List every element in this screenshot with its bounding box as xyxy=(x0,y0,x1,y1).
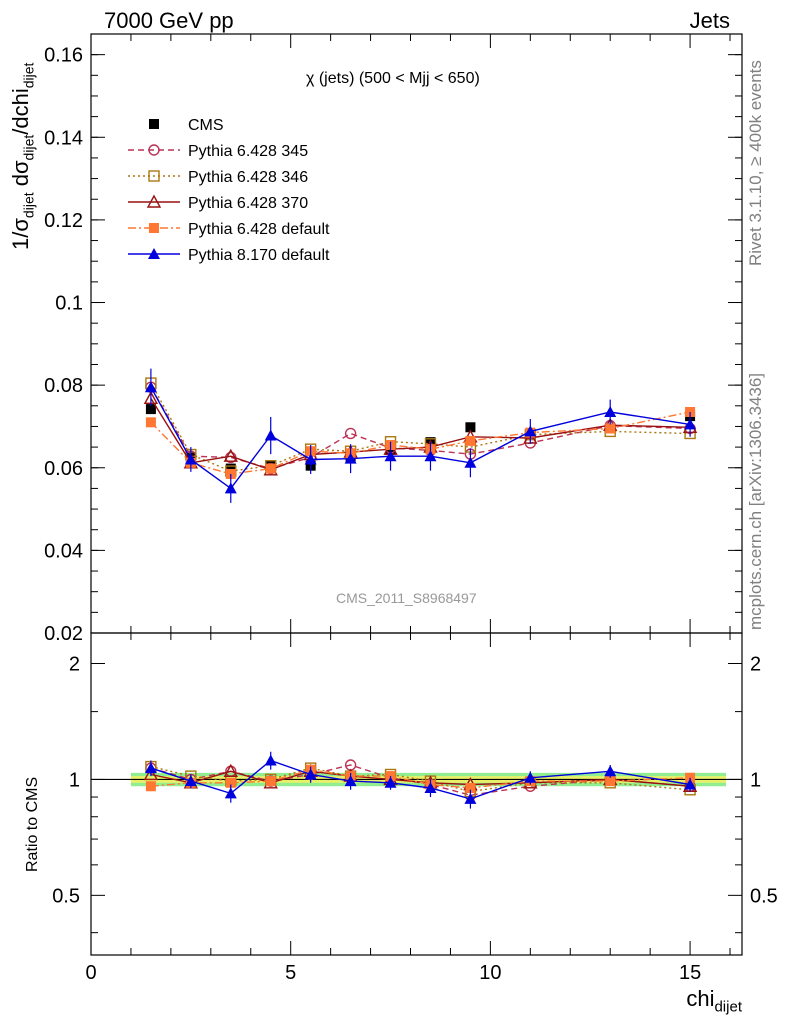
legend-entry-0: CMS xyxy=(149,117,224,134)
ratio-series-2-point xyxy=(143,767,159,781)
legend-entry-1: Pythia 6.428 345 xyxy=(128,143,308,160)
ratio-series-3-point xyxy=(605,776,616,787)
header-left: 7000 GeV pp xyxy=(104,8,234,33)
main-y-tick-label: 0.08 xyxy=(44,375,83,397)
ratio-series-3-point xyxy=(225,777,236,788)
legend-label: Pythia 6.428 346 xyxy=(188,169,308,186)
ratio-series-3-line xyxy=(150,768,691,789)
main-y-tick-label: 0.16 xyxy=(44,45,83,67)
main-series-0-point xyxy=(225,463,236,474)
ratio-series-4-point xyxy=(604,765,617,777)
legend-marker xyxy=(149,119,159,129)
main-series-3-point xyxy=(223,448,238,462)
ratio-series-4-point xyxy=(144,762,157,774)
main-series-4-line xyxy=(150,411,691,475)
ratio-series-3-point xyxy=(145,781,156,792)
legend-marker xyxy=(148,144,160,156)
main-series-5-point xyxy=(144,381,157,393)
ratio-series-4-point xyxy=(464,792,477,804)
main-series-5-point xyxy=(384,450,397,462)
main-y-tick-label: 0.04 xyxy=(44,540,83,562)
main-series-5-point xyxy=(344,452,357,464)
main-series-5-point xyxy=(684,418,697,430)
main-y-tick-label: 0.06 xyxy=(44,458,83,480)
main-series-5-point xyxy=(464,456,477,468)
x-tick-label: 5 xyxy=(285,962,296,984)
main-series-5 xyxy=(144,368,697,503)
legend-marker xyxy=(149,223,159,233)
ratio-y-tick-label-right: 1 xyxy=(750,769,761,791)
ratio-series-2-point xyxy=(223,763,238,777)
legend-label: Pythia 6.428 default xyxy=(188,221,330,238)
main-series-5-point xyxy=(524,425,537,437)
main-series-0-point xyxy=(145,404,156,415)
ratio-series-4-point xyxy=(384,776,397,788)
legend-entry-4: Pythia 6.428 default xyxy=(128,221,330,238)
ratio-y-tick-label-right: 0.5 xyxy=(750,885,778,907)
y-axis-label-main: 1/σdijet dσdijet/dchidijet xyxy=(8,62,37,250)
main-series-1-point xyxy=(344,427,357,440)
ratio-y-tick-label: 0.5 xyxy=(52,885,80,907)
ratio-series-4 xyxy=(144,751,697,809)
ratio-y-tick-label-right: 2 xyxy=(750,653,761,675)
watermark: CMS_2011_S8968497 xyxy=(336,590,477,606)
main-series-0-point xyxy=(465,422,476,433)
ratio-series-4-line xyxy=(150,759,691,800)
legend-label: CMS xyxy=(188,117,224,134)
main-series-5-line xyxy=(150,386,691,490)
ratio-frame xyxy=(90,632,743,956)
legend-label: Pythia 8.170 default xyxy=(188,247,330,264)
y-axis-label-ratio: Ratio to CMS xyxy=(24,776,41,872)
main-series-5-point xyxy=(424,450,437,462)
ratio-series-4-point xyxy=(224,787,237,799)
ratio-series-4-point xyxy=(184,775,197,787)
ratio-y-tick-label: 2 xyxy=(69,653,80,675)
main-series-4-point xyxy=(265,463,276,474)
x-tick-label: 10 xyxy=(479,962,501,984)
legend-label: Pythia 6.428 345 xyxy=(188,143,308,160)
main-y-tick-label: 0.02 xyxy=(44,623,83,645)
ratio-y-tick-label: 1 xyxy=(69,769,80,791)
ratio-series-4-point xyxy=(304,768,317,780)
ratio-series-4-point xyxy=(344,775,357,787)
main-series-5-point xyxy=(604,405,617,417)
main-series-5-point xyxy=(304,453,317,465)
main-series-4-point xyxy=(145,417,156,428)
main-series-5-point xyxy=(184,453,197,465)
legend-marker xyxy=(148,170,160,182)
main-series-5-point xyxy=(264,429,277,441)
legend-marker xyxy=(148,248,160,259)
legend-marker xyxy=(146,194,162,208)
plot-title: χ (jets) (500 < Mjj < 650) xyxy=(306,70,480,87)
legend-entry-3: Pythia 6.428 370 xyxy=(128,194,308,212)
ratio-series-4-point xyxy=(264,754,277,766)
main-y-tick-label: 0.12 xyxy=(44,210,83,232)
main-y-tick-label: 0.14 xyxy=(44,127,83,149)
main-y-tick-label: 0.1 xyxy=(55,293,83,315)
main-series-4-point xyxy=(465,435,476,446)
legend-entry-5: Pythia 8.170 default xyxy=(128,247,330,264)
ratio-series-3-point xyxy=(465,782,476,793)
x-tick-label: 0 xyxy=(85,962,96,984)
ratio-series-4-point xyxy=(684,778,697,790)
header-right: Jets xyxy=(689,8,730,33)
main-series-4-point xyxy=(605,423,616,434)
ratio-series-2-line xyxy=(150,770,691,787)
main-series-3 xyxy=(143,390,698,476)
rivet-label: Rivet 3.1.10, ≥ 400k events xyxy=(746,60,765,266)
x-tick-label: 15 xyxy=(679,962,701,984)
legend-entry-2: Pythia 6.428 346 xyxy=(128,169,308,186)
x-axis-label: chidijet xyxy=(686,986,742,1016)
ratio-series-4-point xyxy=(524,771,537,783)
legend-label: Pythia 6.428 370 xyxy=(188,195,308,212)
mcplots-label: mcplots.cern.ch [arXiv:1306.3436] xyxy=(746,372,765,630)
main-series-5-point xyxy=(224,482,237,494)
ratio-series-3-point xyxy=(265,776,276,787)
main-series-3-line xyxy=(150,398,691,471)
ratio-series-4-point xyxy=(424,781,437,793)
